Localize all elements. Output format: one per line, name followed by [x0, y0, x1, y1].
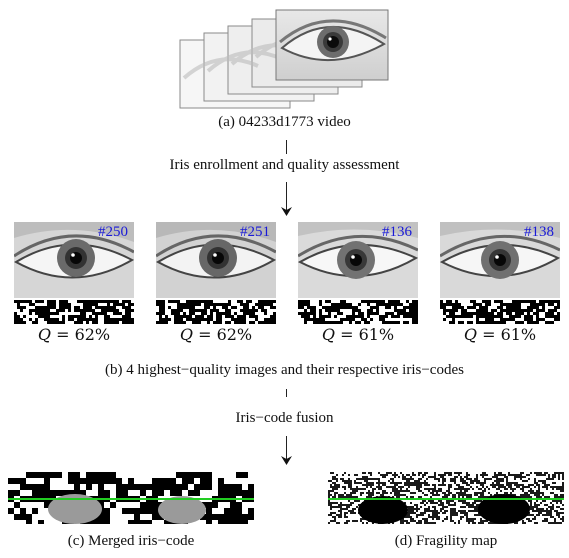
merged-caption: (c) Merged iris−code [67, 533, 195, 549]
quality-value: 62% [216, 325, 253, 344]
quality-score: Q = 62% [14, 325, 134, 344]
frame-card: #251 Q = 62% [156, 222, 276, 344]
quality-eq: = [334, 325, 359, 344]
iris-code-strip [156, 300, 276, 324]
quality-eq: = [50, 325, 75, 344]
frame-id-label: #251 [240, 224, 270, 240]
frame-card: #136 Q = 61% [298, 222, 418, 344]
fusion-step-label: Iris−code fusion [235, 410, 334, 426]
iris-code-strip [298, 300, 418, 324]
quality-value: 61% [500, 325, 537, 344]
quality-var: Q [179, 325, 193, 344]
quality-value: 61% [358, 325, 395, 344]
frame-id-label: #136 [382, 224, 412, 240]
quality-score: Q = 62% [156, 325, 276, 344]
iris-code-strip [440, 300, 560, 324]
eye-image: #250 [14, 222, 134, 298]
frame-id-label: #250 [98, 224, 128, 240]
connector-a2 [286, 182, 287, 210]
merged-iris-code [8, 472, 254, 524]
connector-b [286, 389, 287, 397]
fragility-caption: (d) Fragility map [394, 533, 498, 549]
quality-score: Q = 61% [440, 325, 560, 344]
frame-card: #138 Q = 61% [440, 222, 560, 344]
quality-score: Q = 61% [298, 325, 418, 344]
iris-code-strip [14, 300, 134, 324]
eye-image: #251 [156, 222, 276, 298]
quality-var: Q [463, 325, 477, 344]
quality-value: 62% [74, 325, 111, 344]
quality-var: Q [37, 325, 51, 344]
quality-eq: = [192, 325, 217, 344]
quality-eq: = [476, 325, 501, 344]
frame-card: #250 Q = 62% [14, 222, 134, 344]
eye-image: #138 [440, 222, 560, 298]
eye-image: #136 [298, 222, 418, 298]
images-caption: (b) 4 highest−quality images and their r… [105, 362, 464, 378]
arrow-down-icon [281, 207, 292, 216]
connector-a [286, 140, 287, 154]
frame-id-label: #138 [524, 224, 554, 240]
fragility-map [328, 472, 564, 524]
quality-var: Q [321, 325, 335, 344]
video-caption: (a) 04233d1773 video [218, 114, 351, 130]
video-frame-stack [178, 8, 390, 112]
connector-b2 [286, 436, 287, 460]
arrow-down-icon [281, 456, 292, 465]
enrollment-step-label: Iris enrollment and quality assessment [169, 157, 400, 173]
